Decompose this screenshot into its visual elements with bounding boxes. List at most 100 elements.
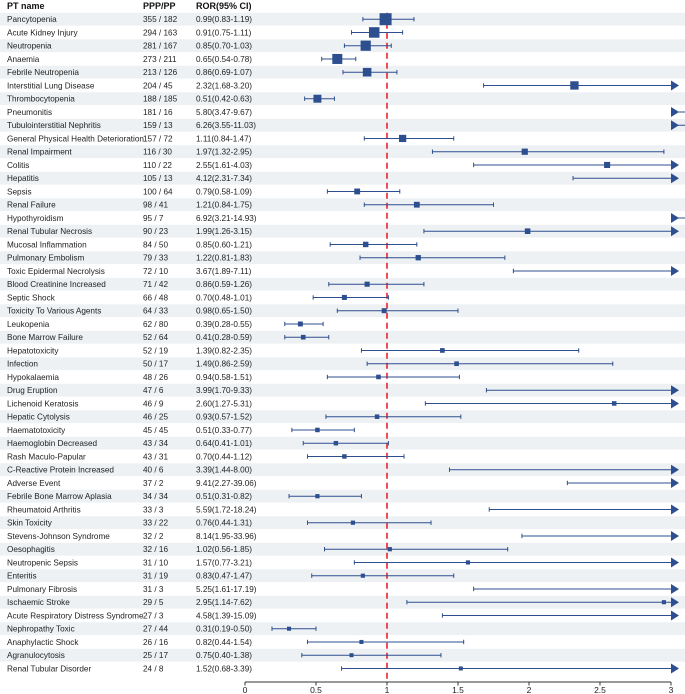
ror-label: 0.75(0.40-1.38) [196, 651, 252, 660]
counts-label: 33 / 3 [143, 505, 164, 514]
ror-label: 0.70(0.44-1.12) [196, 452, 252, 461]
ror-label: 8.14(1.95-33.96) [196, 532, 257, 541]
point-estimate-marker [333, 440, 339, 446]
ror-label: 0.99(0.83-1.19) [196, 15, 252, 24]
ror-label: 3.39(1.44-8.00) [196, 466, 252, 475]
pt-name-label: Hepatotoxicity [7, 346, 59, 355]
confidence-intervals [271, 13, 685, 674]
x-tick-label: 1 [385, 685, 390, 694]
counts-label: 45 / 45 [143, 426, 168, 435]
counts-label: 71 / 42 [143, 280, 168, 289]
counts-label: 43 / 34 [143, 439, 168, 448]
ror-label: 0.82(0.44-1.54) [196, 638, 252, 647]
ror-label: 0.94(0.58-1.51) [196, 373, 252, 382]
ror-label: 4.12(2.31-7.34) [196, 174, 252, 183]
ror-label: 1.97(1.32-2.95) [196, 148, 252, 157]
ror-label: 1.49(0.86-2.59) [196, 360, 252, 369]
x-tick-label: 1.5 [452, 685, 464, 694]
ror-label: 0.85(0.60-1.21) [196, 240, 252, 249]
pt-name-label: Acute Kidney Injury [7, 28, 78, 37]
row-stripe [0, 622, 685, 636]
pt-name-label: Thrombocytopenia [7, 95, 75, 104]
counts-label: 25 / 17 [143, 651, 168, 660]
pt-name-label: Toxic Epidermal Necrolysis [7, 267, 105, 276]
counts-label: 100 / 64 [143, 187, 173, 196]
point-estimate-marker [604, 161, 611, 168]
ror-label: 6.92(3.21-14.93) [196, 214, 257, 223]
row-stripe [0, 463, 685, 477]
row-stripe [0, 118, 685, 132]
counts-label: 48 / 26 [143, 373, 168, 382]
ror-label: 0.51(0.33-0.77) [196, 426, 252, 435]
ci-overflow-arrow [671, 106, 679, 117]
point-estimate-marker [313, 94, 322, 103]
point-estimate-marker [374, 414, 380, 419]
counts-label: 31 / 19 [143, 572, 168, 581]
counts-label: 84 / 50 [143, 240, 168, 249]
pt-name-label: Lichenoid Keratosis [7, 399, 78, 408]
ci-overflow-arrow [671, 398, 679, 409]
point-estimate-marker [381, 308, 387, 314]
pt-name-label: Anaphylactic Shock [7, 638, 79, 647]
ror-label: 0.51(0.42-0.63) [196, 95, 252, 104]
point-estimate-marker [286, 626, 292, 631]
pt-name-label: Mucosal Inflammation [7, 240, 87, 249]
row-stripe [0, 92, 685, 106]
ci-overflow-arrow [671, 385, 679, 396]
x-tick-label: 0.5 [310, 685, 322, 694]
row-stripe [0, 198, 685, 212]
pt-name-label: Toxicity To Various Agents [7, 307, 101, 316]
ci-overflow-arrow [671, 80, 679, 91]
pt-name-label: Haemoglobin Decreased [7, 439, 98, 448]
row-stripe [0, 145, 685, 159]
counts-label: 32 / 2 [143, 532, 164, 541]
pt-name-label: Febrile Neutropenia [7, 68, 79, 77]
point-estimate-marker [399, 134, 407, 143]
pt-name-label: Sepsis [7, 187, 32, 196]
counts-label: 27 / 44 [143, 625, 168, 634]
pt-name-label: Infection [7, 360, 38, 369]
counts-label: 98 / 41 [143, 201, 168, 210]
pt-name-label: Acute Respiratory Distress Syndrome [7, 611, 144, 620]
counts-label: 116 / 30 [143, 148, 172, 157]
pt-name-label: Ischaemic Stroke [7, 598, 70, 607]
row-stripe [0, 12, 685, 26]
pt-name-label: Stevens-Johnson Syndrome [7, 532, 110, 541]
ror-label: 1.02(0.56-1.85) [196, 545, 252, 554]
counts-label: 72 / 10 [143, 267, 168, 276]
counts-label: 43 / 31 [143, 452, 168, 461]
point-estimate-marker [300, 334, 306, 340]
ror-label: 1.22(0.81-1.83) [196, 254, 252, 263]
pt-name-label: Blood Creatinine Increased [7, 280, 106, 289]
counts-label: 26 / 16 [143, 638, 168, 647]
x-tick-label: 0 [243, 685, 248, 694]
point-estimate-marker [297, 321, 303, 327]
ror-label: 1.99(1.26-3.15) [196, 227, 252, 236]
ror-label: 1.21(0.84-1.75) [196, 201, 252, 210]
point-estimate-marker [360, 573, 365, 578]
counts-label: 79 / 33 [143, 254, 168, 263]
point-estimate-marker [342, 454, 347, 459]
ci-overflow-arrow [671, 226, 679, 237]
pt-name-label: Enteritis [7, 572, 37, 581]
pt-name-label: Hepatitis [7, 174, 39, 183]
x-tick-label: 2 [527, 685, 532, 694]
pt-name-label: Rash Maculo-Papular [7, 452, 86, 461]
pt-name-label: Rheumatoid Arthritis [7, 505, 81, 514]
counts-label: 46 / 9 [143, 399, 164, 408]
ror-label: 2.95(1.14-7.62) [196, 598, 252, 607]
counts-label: 31 / 3 [143, 585, 164, 594]
point-estimate-marker [611, 401, 617, 406]
x-tick-label: 2.5 [594, 685, 606, 694]
x-axis: 0 0.5 1 1.5 2 2.5 3 [243, 681, 674, 694]
ror-label: 3.67(1.89-7.11) [196, 267, 252, 276]
pt-name-label: Hypokalaemia [7, 373, 59, 382]
ci-overflow-arrow [671, 173, 679, 184]
counts-label: 64 / 33 [143, 307, 168, 316]
counts-label: 110 / 22 [143, 161, 172, 170]
header-pt-name: PT name [7, 1, 45, 11]
ror-label: 2.60(1.27-5.31) [196, 399, 252, 408]
ror-label: 9.41(2.27-39.06) [196, 479, 257, 488]
ror-label: 1.57(0.77-3.21) [196, 558, 252, 567]
counts-label: 105 / 13 [143, 174, 173, 183]
